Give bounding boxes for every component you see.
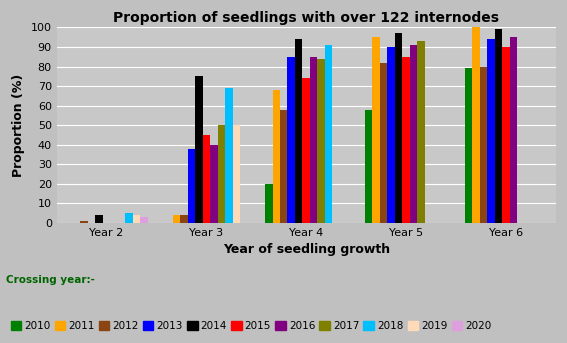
Bar: [225, 88, 232, 223]
Bar: [265, 184, 273, 223]
Bar: [302, 78, 310, 223]
Legend: 2010, 2011, 2012, 2013, 2014, 2015, 2016, 2017, 2018, 2019, 2020: 2010, 2011, 2012, 2013, 2014, 2015, 2016…: [11, 321, 492, 331]
Bar: [140, 217, 148, 223]
Bar: [464, 69, 472, 223]
Bar: [318, 59, 325, 223]
Bar: [218, 125, 225, 223]
Bar: [502, 47, 510, 223]
Bar: [287, 57, 295, 223]
Title: Proportion of seedlings with over 122 internodes: Proportion of seedlings with over 122 in…: [113, 11, 499, 25]
Bar: [202, 135, 210, 223]
Bar: [210, 145, 218, 223]
Bar: [125, 213, 133, 223]
Bar: [395, 33, 402, 223]
Bar: [173, 215, 180, 223]
Bar: [295, 39, 302, 223]
Bar: [472, 27, 480, 223]
Bar: [387, 47, 395, 223]
Bar: [273, 90, 280, 223]
Bar: [410, 45, 417, 223]
Bar: [373, 37, 380, 223]
Text: Crossing year:-: Crossing year:-: [6, 275, 95, 285]
Y-axis label: Proportion (%): Proportion (%): [12, 73, 26, 177]
Bar: [325, 45, 332, 223]
Bar: [510, 37, 517, 223]
Bar: [487, 39, 494, 223]
Bar: [402, 57, 410, 223]
Bar: [380, 63, 387, 223]
Bar: [480, 67, 487, 223]
Bar: [188, 149, 195, 223]
Bar: [310, 57, 318, 223]
Bar: [195, 76, 202, 223]
Bar: [95, 215, 103, 223]
Bar: [133, 215, 140, 223]
Bar: [280, 109, 287, 223]
Bar: [81, 221, 88, 223]
Bar: [180, 215, 188, 223]
Bar: [417, 41, 425, 223]
Bar: [232, 125, 240, 223]
X-axis label: Year of seedling growth: Year of seedling growth: [223, 244, 390, 256]
Bar: [365, 109, 373, 223]
Bar: [494, 29, 502, 223]
